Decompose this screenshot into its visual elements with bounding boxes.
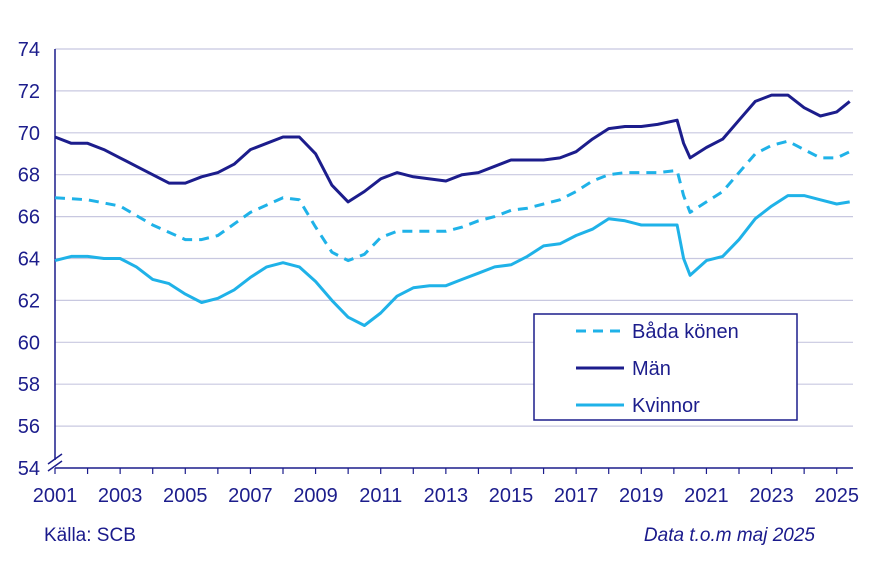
- x-tick-label: 2003: [98, 485, 143, 507]
- y-tick-label: 54: [18, 458, 40, 480]
- y-tick-label: 74: [18, 39, 40, 61]
- x-tick-label: 2013: [424, 485, 469, 507]
- y-tick-label: 70: [18, 123, 40, 145]
- series-line-1: [54, 139, 851, 263]
- x-tick-label: 2015: [489, 485, 534, 507]
- x-tick-label: 2021: [684, 485, 729, 507]
- x-tick-label: 2025: [814, 485, 859, 507]
- x-tick-label: 2011: [359, 485, 402, 507]
- x-tick-label: 2005: [163, 485, 208, 507]
- series-line-2: [54, 93, 851, 204]
- y-tick-label: 56: [18, 416, 40, 438]
- legend-label: Män: [632, 358, 671, 380]
- x-tick-label: 2007: [228, 485, 273, 507]
- y-tick-label: 66: [18, 207, 40, 229]
- y-tick-label: 58: [18, 374, 40, 396]
- x-tick-label: 2001: [33, 485, 78, 507]
- y-tick-label: 72: [18, 81, 40, 103]
- axis-break-mark: [47, 453, 63, 465]
- data-date-note: Data t.o.m maj 2025: [643, 525, 815, 546]
- x-tick-label: 2009: [293, 485, 338, 507]
- y-tick-label: 64: [18, 249, 40, 271]
- legend-label: Kvinnor: [632, 395, 700, 417]
- x-tick-label: 2019: [619, 485, 664, 507]
- source-note: Källa: SCB: [44, 525, 136, 546]
- x-tick-label: 2023: [749, 485, 794, 507]
- x-tick-label: 2017: [554, 485, 599, 507]
- y-tick-label: 68: [18, 165, 40, 187]
- series-line-3: [54, 194, 850, 327]
- legend-label: Båda könen: [632, 321, 739, 343]
- y-tick-label: 62: [18, 290, 40, 312]
- axes: 54 56 58 60 62 64 66 68 70 72 74 2001 2003 2005 2007 20…: [18, 39, 859, 507]
- axis-break-mark: [47, 460, 63, 472]
- legend: Båda könen Män Kvinnor: [533, 313, 798, 421]
- gridlines: [55, 48, 853, 427]
- y-tick-label: 60: [18, 332, 40, 354]
- series-lines: [54, 93, 851, 327]
